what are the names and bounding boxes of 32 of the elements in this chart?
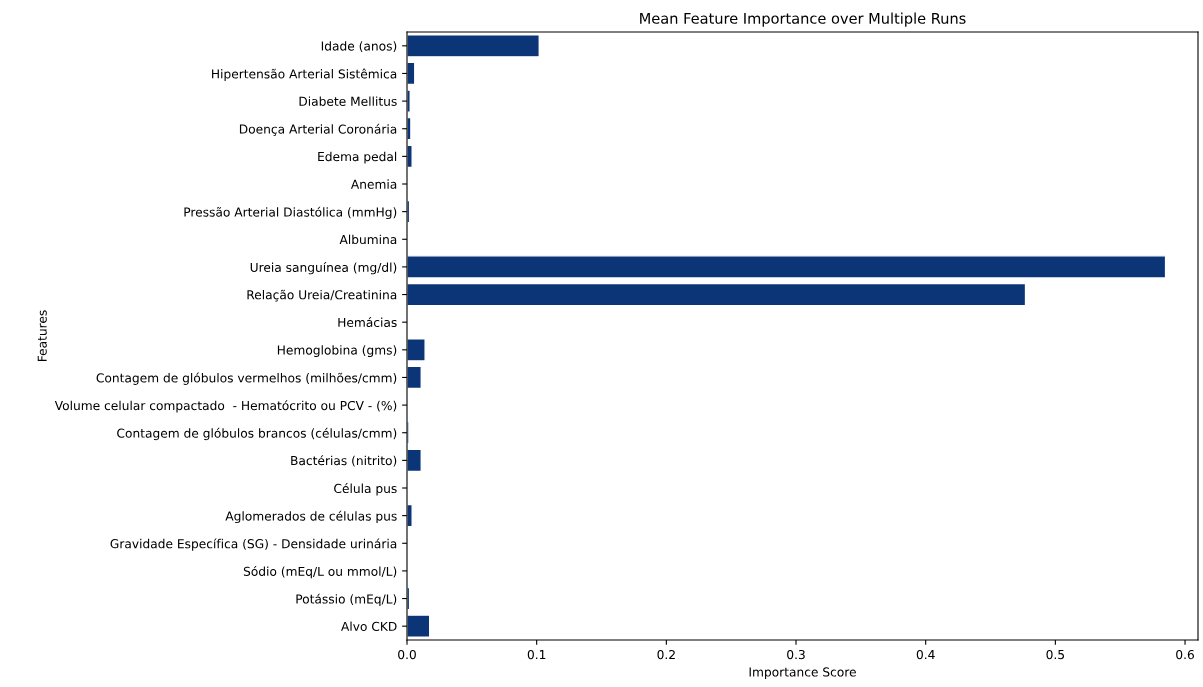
x-tick-label: 0.0 xyxy=(398,649,416,660)
y-tick-label: Volume celular compactado - Hematócrito ou PCV - (%) xyxy=(54,400,397,413)
x-axis-title: Importance Score xyxy=(749,667,856,679)
x-tick-label: 0.2 xyxy=(657,649,675,660)
y-tick-label: Sódio (mEq/L ou mmol/L) xyxy=(243,566,397,579)
y-tick-label: Alvo CKD xyxy=(341,621,397,631)
x-tick-label: 0.1 xyxy=(527,649,546,660)
y-tick-label: Edema pedal xyxy=(318,151,397,164)
y-tick-label: Bactérias (nitrito) xyxy=(291,455,397,467)
y-tick-label: Doença Arterial Coronária xyxy=(239,123,397,136)
y-tick-label: Hemoglobina (gms) xyxy=(277,345,397,357)
y-tick-label: Aglomerados de células pus xyxy=(225,510,397,524)
y-tick-label: Idade (anos) xyxy=(321,41,397,53)
y-tick-label: Albumina xyxy=(339,234,397,245)
chart-title: Mean Feature Importance over Multiple Runs xyxy=(640,12,966,27)
y-axis-title: Features xyxy=(37,310,47,362)
x-tick-label: 0.4 xyxy=(916,649,935,660)
y-tick-label: Pressão Arterial Diastólica (mmHg) xyxy=(184,206,397,220)
x-tick-label: 0.5 xyxy=(1046,649,1065,660)
y-tick-label: Relação Ureia/Creatinina xyxy=(247,289,397,302)
y-tick-label: Hemácias xyxy=(338,317,397,327)
x-tick-label: 0.6 xyxy=(1176,649,1194,660)
y-tick-label: Contagem de glóbulos vermelhos (milhões/cmm) xyxy=(96,372,397,385)
y-tick-label: Ureia sanguínea (mg/dl) xyxy=(250,262,397,275)
y-tick-label: Diabete Mellitus xyxy=(299,96,397,106)
y-tick-label: Anemia xyxy=(350,179,397,189)
y-tick-label: Potássio (mEq/L) xyxy=(296,593,397,606)
y-tick-label: Célula pus xyxy=(334,483,397,496)
x-tick-label: 0.3 xyxy=(787,649,805,660)
y-tick-label: Contagem de glóbulos brancos (células/cmm) xyxy=(117,427,397,441)
y-tick-label: Gravidade Específica (SG) - Densidade urinária xyxy=(110,538,397,551)
y-tick-label: Hipertensão Arterial Sistêmica xyxy=(212,68,397,81)
